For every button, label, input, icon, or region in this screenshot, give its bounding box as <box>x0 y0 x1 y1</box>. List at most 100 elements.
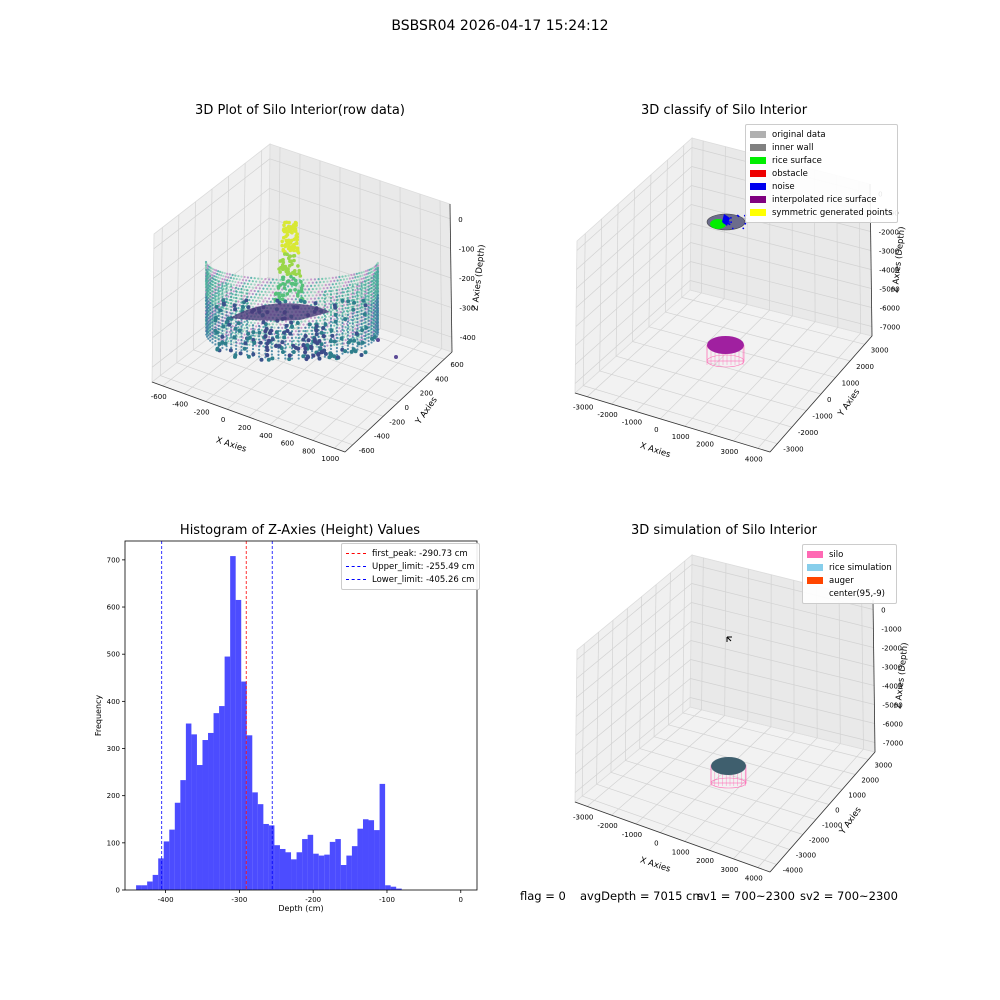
classify-legend-swatch <box>750 157 766 164</box>
raw-peak-point <box>287 244 291 249</box>
raw-wall-point <box>255 325 258 328</box>
raw-wall-point <box>351 319 354 322</box>
raw-wall-point <box>374 286 377 289</box>
raw-scatter-point <box>220 340 225 345</box>
histogram-bar <box>136 885 142 890</box>
raw-wall-point <box>225 294 228 297</box>
raw-wall-point <box>344 281 347 284</box>
simulation-legend-item: silo <box>807 548 892 561</box>
raw-wall-point <box>322 287 325 290</box>
raw-wall-point <box>284 343 287 346</box>
raw-wall-point <box>211 307 214 310</box>
raw-wall-point <box>367 285 370 288</box>
raw-wall-point <box>313 316 316 319</box>
raw-wall-point <box>342 323 345 326</box>
raw-wall-point <box>351 326 354 329</box>
raw-wall-point <box>246 319 249 322</box>
raw-scatter-point <box>343 317 348 322</box>
raw-scatter-point <box>224 320 229 325</box>
classify-panel-title: 3D classify of Silo Interior <box>640 103 808 118</box>
histogram-bar <box>169 829 175 890</box>
raw-wall-point <box>243 333 246 336</box>
simulation-ztick-label: -4000 <box>882 683 902 691</box>
raw-wall-point <box>360 292 363 295</box>
raw-wall-point <box>290 330 294 333</box>
raw-wall-point <box>297 357 300 360</box>
raw-wall-point <box>250 289 253 292</box>
simulation-grid-y <box>682 560 686 713</box>
raw-wall-point <box>251 280 254 283</box>
histogram-bar <box>368 820 375 890</box>
raw-peak-point <box>281 267 285 272</box>
raw-wall-point <box>205 292 208 295</box>
raw-wall-point <box>307 300 311 304</box>
simulation-xtick-label: 2000 <box>696 857 714 865</box>
raw-wall-point <box>250 276 253 279</box>
raw-wall-point <box>367 336 370 339</box>
raw-scatter-point <box>233 307 238 312</box>
raw-wall-point <box>360 290 363 293</box>
raw-peak-point <box>276 284 281 289</box>
raw-wall-point <box>235 320 238 323</box>
classify-grid-z <box>576 147 693 251</box>
raw-wall-point <box>243 320 246 323</box>
raw-wall-point <box>214 326 217 329</box>
raw-grid-z <box>152 217 270 309</box>
simulation-ztick-label: -2000 <box>882 645 902 653</box>
raw-wall-point <box>329 303 333 306</box>
raw-ytick-label: 600 <box>450 361 463 369</box>
status-sv1: sv1 = 700~2300 <box>697 889 795 903</box>
raw-peak-point <box>277 267 281 271</box>
raw-wall-point <box>329 280 332 283</box>
raw-wall-point <box>360 295 363 298</box>
raw-wall-point <box>211 310 214 313</box>
raw-wall-point <box>230 292 233 295</box>
histogram-bar <box>174 802 181 890</box>
raw-scatter-point <box>213 318 218 323</box>
raw-wall-point <box>214 288 217 292</box>
raw-wall-point <box>253 302 256 305</box>
raw-peak-point <box>280 258 284 263</box>
raw-scatter-point <box>289 320 294 325</box>
raw-wall-point <box>354 282 357 285</box>
raw-peak-point <box>288 259 292 264</box>
raw-wall-point <box>331 315 334 318</box>
simulation-grid-x <box>757 748 864 868</box>
raw-wall-point <box>374 300 377 303</box>
histogram-bar <box>219 706 225 890</box>
histogram-bar <box>268 825 275 890</box>
raw-wall-point <box>260 303 263 306</box>
raw-wall-point <box>225 338 228 341</box>
raw-wall-point <box>238 304 241 307</box>
raw-low-point <box>314 328 319 333</box>
raw-wall-point <box>346 307 349 310</box>
raw-wall-point <box>211 280 214 283</box>
raw-wall-point <box>292 333 295 336</box>
histogram-ytick-label: 100 <box>107 839 120 847</box>
raw-wall-point <box>207 273 210 276</box>
raw-wall-point <box>326 318 329 322</box>
simulation-grid-z <box>691 602 874 648</box>
raw-wall-point <box>209 319 212 322</box>
raw-wall-point <box>214 299 217 302</box>
raw-wall-point <box>277 340 280 343</box>
raw-wall-point <box>230 336 233 339</box>
raw-wall-point <box>351 334 354 337</box>
raw-wall-point <box>351 285 354 288</box>
raw-wall-point <box>364 287 367 290</box>
raw-wall-point <box>264 297 267 300</box>
raw-wall-point <box>374 327 377 330</box>
raw-wall-point <box>341 328 344 331</box>
raw-wall-point <box>370 287 373 290</box>
raw-wall-point <box>338 295 341 298</box>
classify-noise-point <box>744 222 747 225</box>
raw-wall-point <box>232 341 235 344</box>
raw-wall-point <box>370 293 373 296</box>
raw-wall-point <box>311 320 314 323</box>
raw-peak-point <box>297 271 301 276</box>
raw-wall-point <box>211 283 214 286</box>
histogram-bar <box>379 783 386 890</box>
raw-scatter-point <box>363 303 368 308</box>
raw-peak-point <box>295 238 300 242</box>
raw-wall-point <box>207 337 210 340</box>
